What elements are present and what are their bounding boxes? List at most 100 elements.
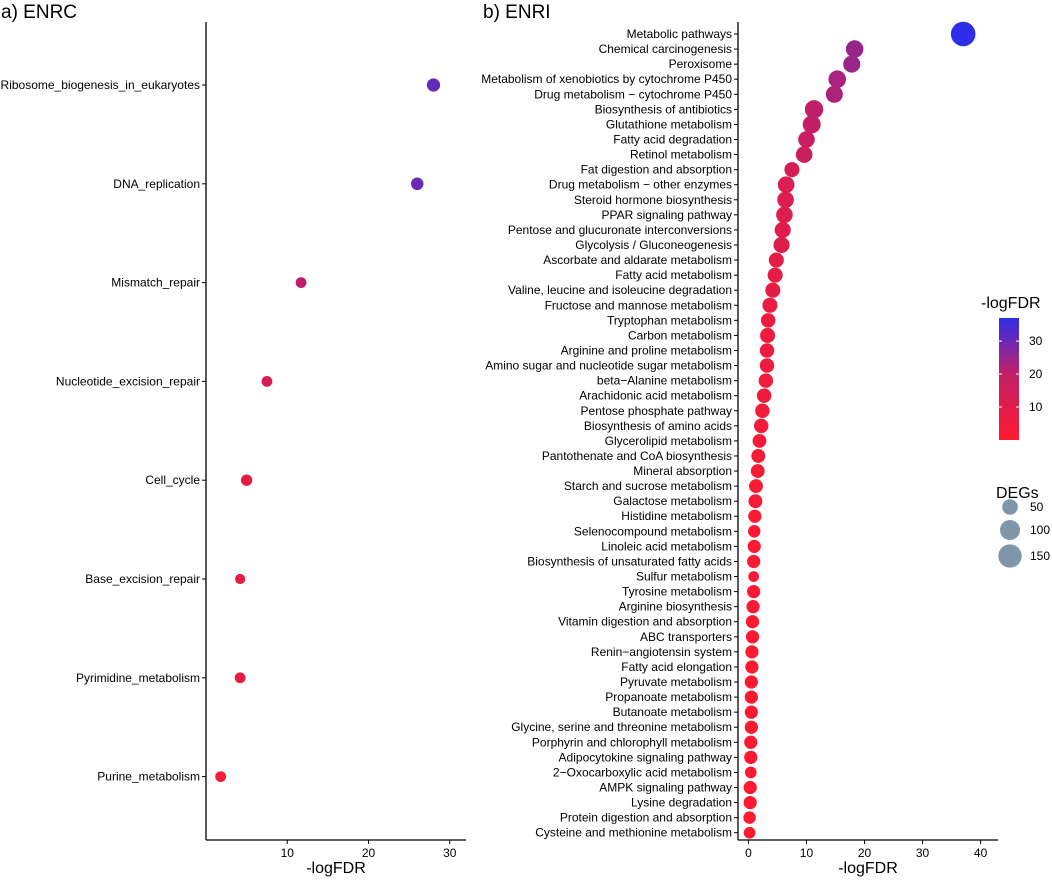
data-point: [747, 554, 761, 569]
size-legend-marker: [1000, 520, 1020, 540]
y-tick-label: Arginine and proline metabolism: [561, 343, 732, 357]
y-tick-label: Valine, leucine and isoleucine degradati…: [508, 283, 732, 297]
y-tick-label: Fatty acid metabolism: [615, 268, 732, 282]
data-point: [758, 373, 774, 388]
data-point: [745, 660, 759, 674]
y-tick-label: Mismatch_repair: [111, 276, 200, 290]
data-point: [759, 343, 775, 358]
y-tick-label: Pantothenate and CoA biosynthesis: [542, 449, 732, 463]
y-tick-label: Glycine, serine and threonine metabolism: [511, 720, 732, 734]
y-tick-label: Biosynthesis of antibiotics: [595, 102, 732, 116]
data-point: [748, 571, 760, 582]
panel-label: b) ENRI: [483, 2, 551, 23]
y-tick-label: DNA_replication: [113, 177, 200, 191]
y-tick-label: Linoleic acid metabolism: [601, 539, 732, 553]
data-point: [745, 615, 760, 629]
y-tick-label: Pyruvate metabolism: [620, 675, 732, 689]
data-point: [828, 70, 847, 88]
y-tick-label: Drug metabolism − other enzymes: [549, 178, 732, 192]
data-point: [748, 525, 761, 538]
y-tick-label: beta−Alanine metabolism: [597, 374, 732, 388]
y-tick-label: Vitamin digestion and absorption: [558, 615, 732, 629]
size-legend-label: 150: [1030, 549, 1050, 563]
y-tick-label: Arginine biosynthesis: [619, 600, 732, 614]
size-legend-marker: [1002, 499, 1018, 515]
y-tick-label: Tryptophan metabolism: [607, 313, 732, 327]
y-tick-label: Peroxisome: [669, 57, 733, 71]
data-point: [784, 162, 800, 178]
y-tick-label: 2−Oxocarboxylic acid metabolism: [553, 765, 732, 779]
x-tick-label: 10: [800, 846, 814, 860]
color-legend-title: -logFDR: [981, 295, 1041, 312]
x-axis-label: -logFDR: [838, 860, 898, 877]
y-tick-label: AMPK signaling pathway: [599, 781, 732, 795]
data-point: [235, 573, 246, 585]
y-tick-label: Drug metabolism − cytochrome P450: [534, 87, 732, 101]
data-point: [234, 672, 246, 684]
data-point: [751, 449, 766, 463]
data-point: [745, 630, 760, 644]
y-tick-label: Pentose and glucuronate interconversions: [508, 223, 732, 237]
data-point: [750, 464, 765, 478]
data-point: [759, 358, 775, 373]
y-tick-label: Tyrosine metabolism: [622, 585, 732, 599]
colorbar-tick-label: 30: [1029, 334, 1043, 348]
y-tick-label: Glycerolipid metabolism: [605, 434, 732, 448]
data-point: [798, 131, 815, 148]
data-point: [744, 735, 758, 749]
y-tick-label: Protein digestion and absorption: [560, 811, 732, 825]
data-point: [743, 811, 756, 824]
data-point: [760, 327, 776, 343]
data-point: [845, 40, 864, 58]
data-point: [744, 690, 758, 704]
data-point: [825, 85, 843, 103]
data-point: [743, 795, 757, 810]
data-point: [411, 177, 424, 191]
y-tick-label: Propanoate metabolism: [605, 690, 732, 704]
y-tick-label: Ribosome_biogenesis_in_eukaryotes: [1, 78, 200, 92]
x-tick-label: 0: [745, 846, 752, 860]
data-point: [753, 418, 769, 434]
y-tick-label: Adipocytokine signaling pathway: [559, 750, 732, 764]
y-tick-label: Butanoate metabolism: [613, 705, 732, 719]
y-tick-label: Ascorbate and aldarate metabolism: [543, 253, 732, 267]
y-tick-label: Steroid hormone biosynthesis: [574, 193, 732, 207]
y-tick-label: Purine_metabolism: [97, 770, 200, 784]
panel-label: a) ENRC: [1, 2, 77, 23]
y-tick-label: Nucleotide_excision_repair: [56, 374, 200, 388]
size-legend-label: 50: [1030, 500, 1044, 514]
panel-a-enrc: a) ENRC 10 20 30 -logFDR Ribosome_biogenesis_…: [1, 2, 466, 877]
data-point: [843, 55, 861, 73]
y-tick-label: Fructose and mannose metabolism: [545, 298, 732, 312]
y-tick-label: Metabolism of xenobiotics by cytochrome …: [481, 72, 732, 86]
data-point: [774, 221, 791, 238]
y-tick-label: Biosynthesis of amino acids: [584, 419, 732, 433]
y-tick-label: Chemical carcinogenesis: [599, 42, 732, 56]
data-point: [744, 750, 758, 764]
data-point: [748, 494, 763, 509]
data-point: [777, 191, 794, 209]
y-tick-label: Sulfur metabolism: [636, 570, 732, 584]
y-tick-label: Glutathione metabolism: [606, 117, 732, 131]
data-point: [215, 771, 227, 783]
y-tick-label: Porphyrin and chlorophyll metabolism: [532, 735, 732, 749]
data-point: [804, 100, 824, 119]
data-point: [261, 375, 273, 387]
data-point: [765, 282, 781, 298]
x-tick-label: 20: [362, 846, 376, 860]
y-tick-label: Cell_cycle: [145, 473, 200, 487]
y-tick-label: Biosynthesis of unsaturated fatty acids: [527, 554, 732, 568]
x-tick-label: 30: [916, 846, 930, 860]
y-tick-label: Fatty acid degradation: [613, 132, 732, 146]
y-tick-label: Metabolic pathways: [627, 27, 732, 41]
data-point: [749, 479, 763, 494]
data-point: [746, 600, 760, 614]
colorbar: [999, 318, 1019, 440]
y-tick-label: Galactose metabolism: [613, 494, 732, 508]
data-point: [776, 206, 793, 224]
y-tick-label: ABC transporters: [640, 630, 732, 644]
data-point: [745, 645, 759, 659]
data-point: [752, 433, 767, 448]
y-tick-label: Starch and sucrose metabolism: [564, 479, 732, 493]
